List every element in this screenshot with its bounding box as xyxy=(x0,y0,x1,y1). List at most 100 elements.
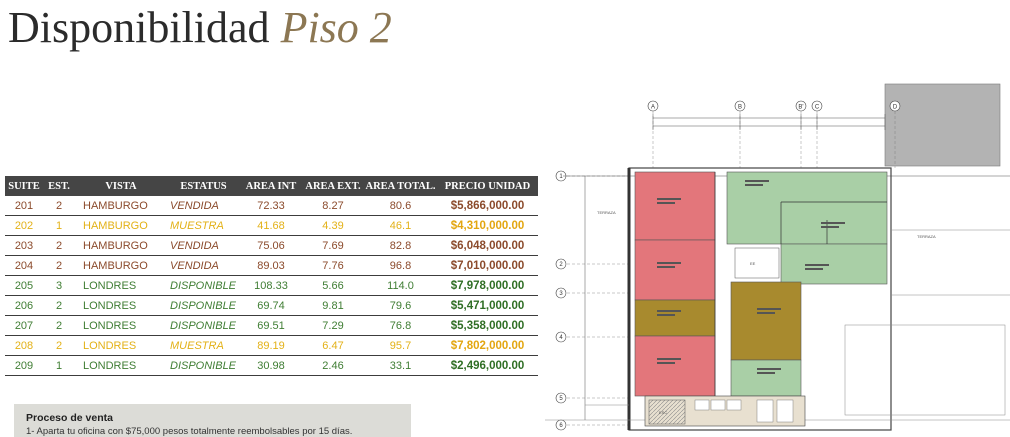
cell-area-total: 96.8 xyxy=(364,255,437,276)
sale-process-step: 1- Aparta tu oficina con $75,000 pesos t… xyxy=(26,426,353,437)
cell-area-int: 30.98 xyxy=(240,355,302,376)
grid-number: 1 xyxy=(559,174,563,180)
cell-suite: 209 xyxy=(5,355,43,376)
cell-vista: LONDRES xyxy=(75,355,167,376)
column-header: VISTA xyxy=(75,176,167,196)
cell-area-int: 69.51 xyxy=(240,315,302,336)
unit-sold-3 xyxy=(634,335,716,397)
unit-text-marks xyxy=(657,180,845,374)
cell-vista: LONDRES xyxy=(75,315,167,336)
cell-area-total: 76.8 xyxy=(364,315,437,336)
cell-vista: HAMBURGO xyxy=(75,235,167,256)
availability-table: SUITE EST. VISTA ESTATUS AREA INT AREA EXT. AR… xyxy=(5,176,538,376)
grid-letter: C xyxy=(815,105,820,111)
floor-plan: A B B' C D 1 2 3 4 5 6 xyxy=(545,83,1010,431)
column-header: ESTATUS xyxy=(167,176,240,196)
unit-available-1 xyxy=(726,171,888,245)
cell-area-ext: 6.47 xyxy=(302,335,364,356)
column-header: EST. xyxy=(43,176,75,196)
elevator-label: EE xyxy=(750,261,756,266)
cell-est: 1 xyxy=(43,355,75,376)
core-boxes xyxy=(694,399,794,423)
cell-area-ext: 7.29 xyxy=(302,315,364,336)
cell-precio: $5,358,000.00 xyxy=(437,315,538,336)
cell-area-int: 89.19 xyxy=(240,335,302,356)
cell-estatus: DISPONIBLE xyxy=(167,355,240,376)
unit-sold-1 xyxy=(634,171,716,241)
cell-area-ext: 9.81 xyxy=(302,295,364,316)
table-body: 201 2 HAMBURGO VENDIDA 72.33 8.27 80.6 $5,866,0… xyxy=(5,196,538,376)
cell-estatus: VENDIDA xyxy=(167,255,240,276)
cell-estatus: VENDIDA xyxy=(167,196,240,216)
cell-precio: $7,802,000.00 xyxy=(437,335,538,356)
cell-estatus: MUESTRA xyxy=(167,335,240,356)
cell-suite: 201 xyxy=(5,196,43,216)
cell-area-ext: 2.46 xyxy=(302,355,364,376)
terraza-right-label: TERRAZA xyxy=(917,234,936,239)
cell-area-total: 95.7 xyxy=(364,335,437,356)
column-header: AREA INT xyxy=(240,176,302,196)
cell-suite: 202 xyxy=(5,215,43,236)
table-row: 201 2 HAMBURGO VENDIDA 72.33 8.27 80.6 $5,866,0… xyxy=(5,196,538,216)
sale-process-title: Proceso de venta xyxy=(26,412,113,424)
table-row: 209 1 LONDRES DISPONIBLE 30.98 2.46 33.1 $2,496… xyxy=(5,355,538,376)
grid-letter: D xyxy=(893,105,898,111)
table-row: 208 2 LONDRES MUESTRA 89.19 6.47 95.7 $7,802,00… xyxy=(5,335,538,356)
cell-area-total: 82.8 xyxy=(364,235,437,256)
grid-number: 2 xyxy=(559,262,563,268)
unit-sold-2 xyxy=(634,239,716,301)
unit-sample-2 xyxy=(730,281,802,361)
cell-suite: 207 xyxy=(5,315,43,336)
column-header: AREA EXT. xyxy=(302,176,364,196)
table-row: 205 3 LONDRES DISPONIBLE 108.33 5.66 114.0 $7,9… xyxy=(5,275,538,296)
column-header: SUITE xyxy=(5,176,43,196)
table-row: 202 1 HAMBURGO MUESTRA 41.68 4.39 46.1 $4,310,0… xyxy=(5,215,538,236)
table-header-row: SUITE EST. VISTA ESTATUS AREA INT AREA EXT. AR… xyxy=(5,176,538,196)
sale-process-panel: Proceso de venta 1- Aparta tu oficina co… xyxy=(14,404,411,437)
title-main: Disponibilidad xyxy=(8,3,270,52)
grid-letter: B xyxy=(738,105,742,111)
cell-estatus: VENDIDA xyxy=(167,235,240,256)
stair-hatch xyxy=(648,399,686,425)
grid-number: 4 xyxy=(559,335,563,341)
column-header: PRECIO UNIDAD xyxy=(437,176,538,196)
cell-precio: $4,310,000.00 xyxy=(437,215,538,236)
grid-bubble xyxy=(555,392,567,404)
unit-available-2 xyxy=(780,243,888,285)
cell-precio: $5,471,000.00 xyxy=(437,295,538,316)
cell-area-total: 79.6 xyxy=(364,295,437,316)
cell-area-total: 114.0 xyxy=(364,275,437,296)
cell-area-ext: 5.66 xyxy=(302,275,364,296)
unit-sample-1 xyxy=(634,299,716,337)
elevator-shaft xyxy=(734,247,780,279)
table-row: 204 2 HAMBURGO VENDIDA 89.03 7.76 96.8 $7,010,0… xyxy=(5,255,538,276)
grid-letter: B' xyxy=(798,105,803,111)
grid-bubble xyxy=(555,258,567,270)
table-row: 203 2 HAMBURGO VENDIDA 75.06 7.69 82.8 $6,048,0… xyxy=(5,235,538,256)
cell-vista: HAMBURGO xyxy=(75,255,167,276)
cell-vista: HAMBURGO xyxy=(75,196,167,216)
cell-est: 2 xyxy=(43,255,75,276)
cell-area-total: 46.1 xyxy=(364,215,437,236)
cell-area-ext: 8.27 xyxy=(302,196,364,216)
adjacent-building xyxy=(884,83,1001,167)
cell-vista: HAMBURGO xyxy=(75,215,167,236)
cell-est: 2 xyxy=(43,315,75,336)
cell-suite: 204 xyxy=(5,255,43,276)
cell-est: 1 xyxy=(43,215,75,236)
grid-number: 6 xyxy=(559,423,563,429)
cell-estatus: DISPONIBLE xyxy=(167,315,240,336)
table-row: 207 2 LONDRES DISPONIBLE 69.51 7.29 76.8 $5,358… xyxy=(5,315,538,336)
table-row: 206 2 LONDRES DISPONIBLE 69.74 9.81 79.6 $5,471… xyxy=(5,295,538,316)
unit-available-3 xyxy=(730,359,802,397)
cell-area-int: 72.33 xyxy=(240,196,302,216)
cell-estatus: MUESTRA xyxy=(167,215,240,236)
cell-suite: 206 xyxy=(5,295,43,316)
cell-est: 2 xyxy=(43,335,75,356)
cell-area-ext: 4.39 xyxy=(302,215,364,236)
cell-area-total: 80.6 xyxy=(364,196,437,216)
cell-area-total: 33.1 xyxy=(364,355,437,376)
page-title: Disponibilidad Piso 2 xyxy=(8,2,392,54)
cell-suite: 203 xyxy=(5,235,43,256)
cell-vista: LONDRES xyxy=(75,275,167,296)
